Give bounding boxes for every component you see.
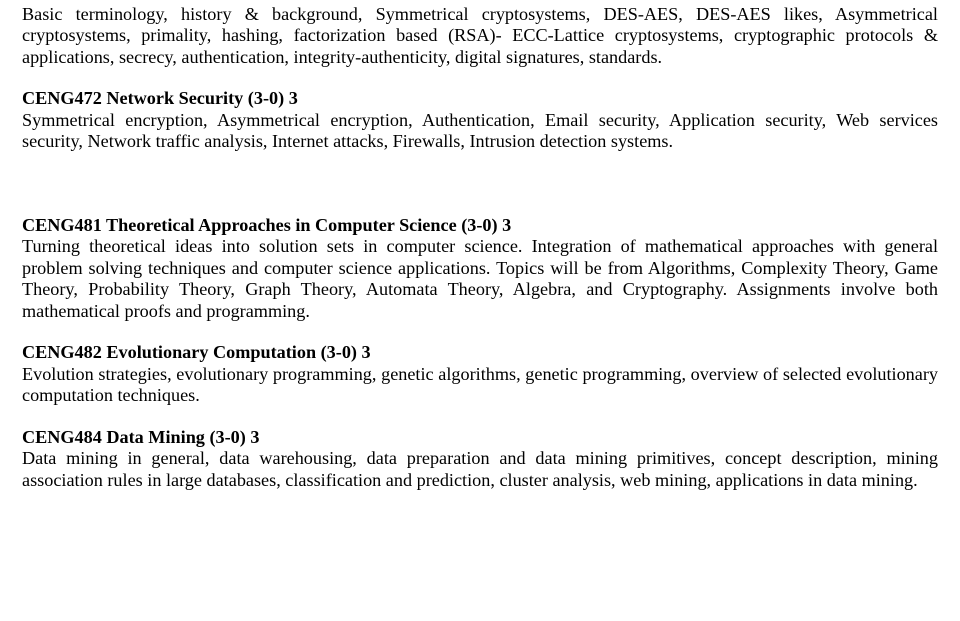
course-block: CENG482 Evolutionary Computation (3-0) 3… [22,342,938,406]
course-title: CENG472 Network Security (3-0) 3 [22,88,938,109]
course-title: CENG484 Data Mining (3-0) 3 [22,427,938,448]
spacer [22,407,938,427]
spacer [22,153,938,215]
course-description: Turning theoretical ideas into solution … [22,236,938,322]
course-title: CENG481 Theoretical Approaches in Comput… [22,215,938,236]
course-block: CENG472 Network Security (3-0) 3 Symmetr… [22,88,938,152]
course-description: Symmetrical encryption, Asymmetrical enc… [22,110,938,153]
course-description: Evolution strategies, evolutionary progr… [22,364,938,407]
spacer [22,68,938,88]
course-block: CENG484 Data Mining (3-0) 3 Data mining … [22,427,938,491]
document-page: Basic terminology, history & background,… [0,0,960,621]
course-title: CENG482 Evolutionary Computation (3-0) 3 [22,342,938,363]
spacer [22,322,938,342]
course-description: Data mining in general, data warehousing… [22,448,938,491]
course-block: CENG481 Theoretical Approaches in Comput… [22,215,938,322]
intro-paragraph: Basic terminology, history & background,… [22,4,938,68]
